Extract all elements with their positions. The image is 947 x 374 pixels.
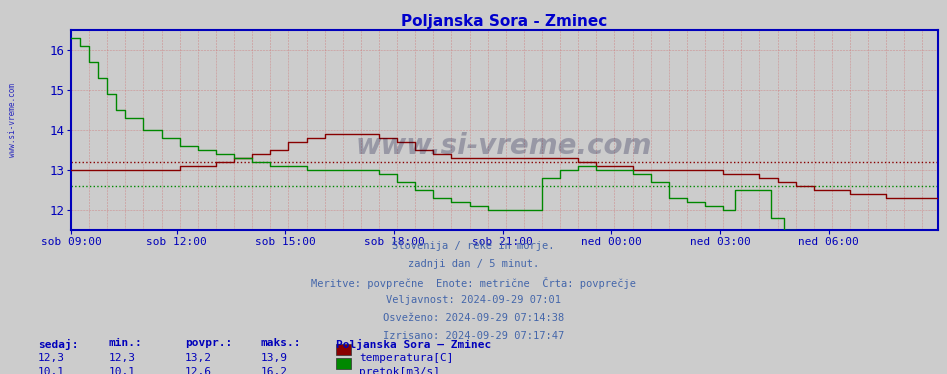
Text: Slovenija / reke in morje.: Slovenija / reke in morje.	[392, 241, 555, 251]
Text: maks.:: maks.:	[260, 338, 301, 349]
Text: sedaj:: sedaj:	[38, 338, 79, 349]
Text: 13,2: 13,2	[185, 353, 212, 364]
Text: pretok[m3/s]: pretok[m3/s]	[359, 367, 440, 374]
Text: Osveženo: 2024-09-29 07:14:38: Osveženo: 2024-09-29 07:14:38	[383, 313, 564, 323]
Text: 13,9: 13,9	[260, 353, 288, 364]
Text: 12,6: 12,6	[185, 367, 212, 374]
Text: 12,3: 12,3	[38, 353, 65, 364]
Text: temperatura[C]: temperatura[C]	[359, 353, 454, 364]
Text: Poljanska Sora – Zminec: Poljanska Sora – Zminec	[336, 338, 491, 349]
Text: 12,3: 12,3	[109, 353, 136, 364]
Text: 10,1: 10,1	[38, 367, 65, 374]
Text: Veljavnost: 2024-09-29 07:01: Veljavnost: 2024-09-29 07:01	[386, 295, 561, 305]
Text: www.si-vreme.com: www.si-vreme.com	[356, 132, 652, 160]
Text: Izrisano: 2024-09-29 07:17:47: Izrisano: 2024-09-29 07:17:47	[383, 331, 564, 341]
Title: Poljanska Sora - Zminec: Poljanska Sora - Zminec	[402, 14, 607, 29]
Text: www.si-vreme.com: www.si-vreme.com	[8, 83, 17, 157]
Text: zadnji dan / 5 minut.: zadnji dan / 5 minut.	[408, 259, 539, 269]
Text: 16,2: 16,2	[260, 367, 288, 374]
Text: min.:: min.:	[109, 338, 143, 349]
Text: 10,1: 10,1	[109, 367, 136, 374]
Text: Meritve: povprečne  Enote: metrične  Črta: povprečje: Meritve: povprečne Enote: metrične Črta:…	[311, 277, 636, 289]
Text: povpr.:: povpr.:	[185, 338, 232, 349]
